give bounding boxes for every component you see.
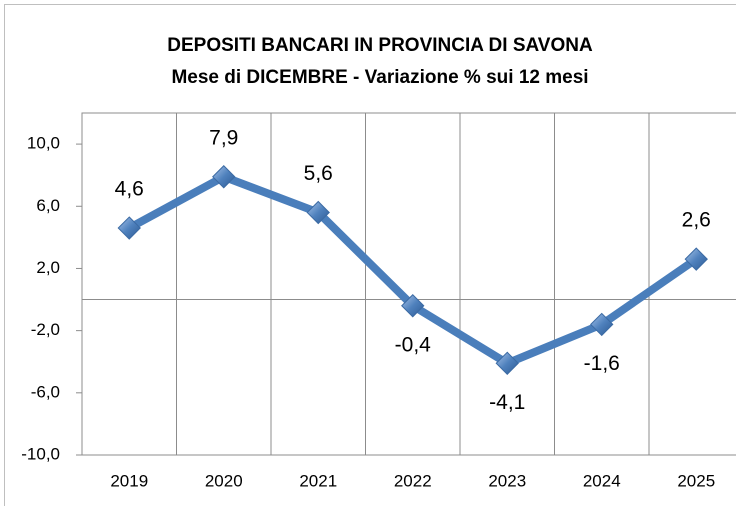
y-tick-label: 10,0 <box>27 134 60 153</box>
y-tick-label: -10,0 <box>21 444 60 463</box>
value-label: -0,4 <box>395 333 432 356</box>
chart-title: DEPOSITI BANCARI IN PROVINCIA DI SAVONA <box>167 35 593 56</box>
marks <box>117 165 708 375</box>
y-tick-label: 6,0 <box>36 196 60 215</box>
x-tick-label: 2023 <box>488 471 526 490</box>
y-tick-label: -2,0 <box>31 320 60 339</box>
y-tick-label: 2,0 <box>36 258 60 277</box>
marker <box>590 312 614 337</box>
value-label: -4,1 <box>489 391 525 414</box>
marker <box>684 247 708 271</box>
x-tick-label: 2020 <box>205 471 243 490</box>
x-tick-label: 2022 <box>394 471 432 490</box>
x-tick-label: 2024 <box>583 471 621 490</box>
y-tick-label: -6,0 <box>31 382 60 401</box>
marker <box>117 216 141 240</box>
value-label: 4,6 <box>115 178 144 201</box>
marker <box>401 294 425 318</box>
x-tick-label: 2021 <box>299 471 337 490</box>
value-label: -1,6 <box>584 352 620 375</box>
marker <box>495 351 519 375</box>
value-label: 7,9 <box>209 126 238 149</box>
value-label: 2,6 <box>682 209 711 232</box>
value-label: 5,6 <box>304 162 333 185</box>
marker <box>212 165 236 189</box>
x-tick-label: 2019 <box>110 471 148 490</box>
plot-area <box>81 112 736 456</box>
x-tick-label: 2025 <box>677 471 715 490</box>
chart-border <box>4 4 736 506</box>
marker <box>306 200 330 225</box>
chart-subtitle: Mese di DICEMBRE - Variazione % sui 12 m… <box>171 67 588 88</box>
